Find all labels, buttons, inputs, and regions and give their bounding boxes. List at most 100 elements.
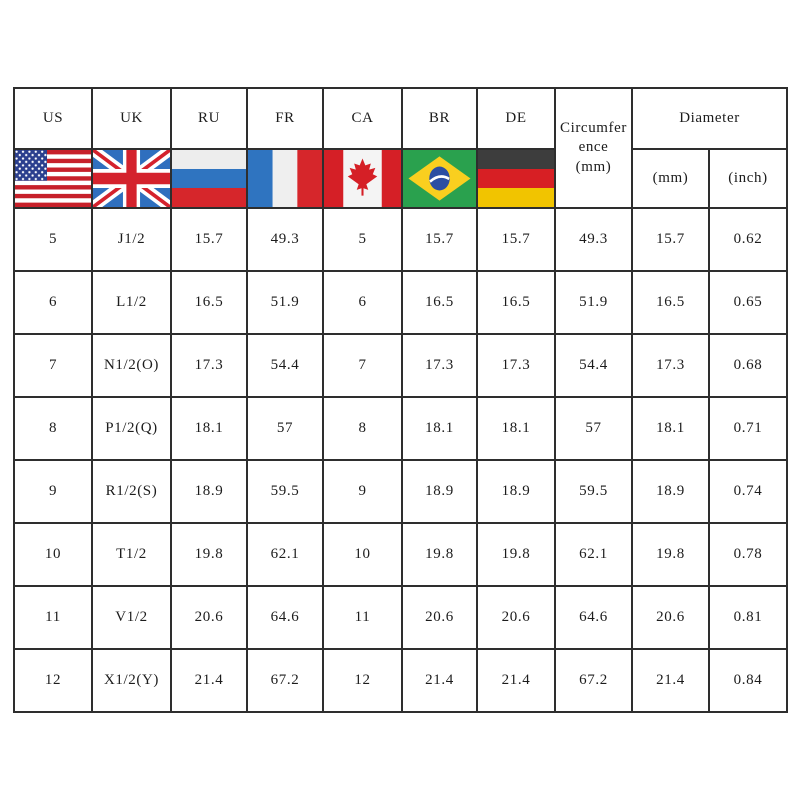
table-cell: 18.1 — [401, 396, 478, 461]
table-cell: 19.8 — [170, 522, 248, 587]
column-header-us: US — [13, 87, 93, 150]
uk-flag — [94, 151, 169, 206]
table-cell: 17.3 — [631, 333, 710, 398]
table-row-size-8: 8 P1/2(Q) 18.1 57 8 18.1 18.1 57 18.1 0.… — [13, 396, 789, 461]
table-cell: 21.4 — [476, 648, 556, 713]
table-cell: J1/2 — [91, 207, 172, 272]
circumference-header-line: (mm) — [575, 158, 612, 175]
table-cell: 59.5 — [554, 459, 633, 524]
table-cell: 15.7 — [476, 207, 556, 272]
table-cell: 17.3 — [401, 333, 478, 398]
table-cell: 67.2 — [554, 648, 633, 713]
table-cell: 7 — [13, 333, 93, 398]
flag-cell-ru — [170, 148, 248, 209]
table-cell: N1/2(O) — [91, 333, 172, 398]
flag-cell-ca — [322, 148, 403, 209]
table-cell: 18.9 — [170, 459, 248, 524]
table-cell: 7 — [322, 333, 403, 398]
table-cell: 11 — [322, 585, 403, 650]
table-cell: 0.71 — [707, 396, 789, 461]
column-header-br: BR — [401, 87, 478, 150]
column-header-circumference: Circumfer ence (mm) — [554, 87, 633, 209]
table-cell: 8 — [13, 396, 93, 461]
table-cell: 10 — [322, 522, 403, 587]
table-row-size-7: 7 N1/2(O) 17.3 54.4 7 17.3 17.3 54.4 17.… — [13, 333, 789, 398]
table-row-size-12: 12 X1/2(Y) 21.4 67.2 12 21.4 21.4 67.2 2… — [13, 648, 789, 713]
table-cell: 18.9 — [401, 459, 478, 524]
table-cell: R1/2(S) — [91, 459, 172, 524]
table-cell: 18.9 — [476, 459, 556, 524]
table-cell: V1/2 — [91, 585, 172, 650]
table-cell: 0.62 — [707, 207, 789, 272]
table-cell: 15.7 — [631, 207, 710, 272]
flag-cell-de — [476, 148, 556, 209]
flag-cell-fr — [246, 148, 324, 209]
table-cell: 51.9 — [246, 270, 324, 335]
table-cell: 49.3 — [554, 207, 633, 272]
br-flag — [404, 151, 475, 206]
table-cell: 0.65 — [707, 270, 789, 335]
column-header-diameter: Diameter — [630, 87, 789, 150]
table-cell: 6 — [322, 270, 403, 335]
fr-flag — [249, 151, 321, 206]
table-cell: 59.5 — [246, 459, 324, 524]
table-cell: 51.9 — [554, 270, 633, 335]
table-cell: 19.8 — [631, 522, 710, 587]
de-flag — [479, 151, 553, 206]
column-header-ca: CA — [322, 87, 403, 150]
table-cell: 21.4 — [170, 648, 248, 713]
table-row-size-6: 6 L1/2 16.5 51.9 6 16.5 16.5 51.9 16.5 0… — [13, 270, 789, 335]
table-cell: 20.6 — [401, 585, 478, 650]
flag-row: (mm) (inch) — [13, 148, 789, 209]
table-cell: 10 — [13, 522, 93, 587]
table-cell: 6 — [13, 270, 93, 335]
table-cell: 18.1 — [631, 396, 710, 461]
table-cell: 18.1 — [476, 396, 556, 461]
table-cell: 12 — [13, 648, 93, 713]
flag-cell-us — [13, 148, 93, 209]
table-cell: 15.7 — [401, 207, 478, 272]
header-row: US UK RU FR CA BR DE Circumfer ence (mm)… — [13, 87, 789, 209]
ring-size-table-container: US UK RU FR CA BR DE Circumfer ence (mm)… — [13, 87, 789, 713]
column-header-ru: RU — [170, 87, 248, 150]
table-cell: 20.6 — [631, 585, 710, 650]
circumference-header-line: ence — [578, 139, 609, 156]
column-header-de: DE — [476, 87, 556, 150]
table-cell: 20.6 — [476, 585, 556, 650]
table-cell: 20.6 — [170, 585, 248, 650]
table-cell: 62.1 — [246, 522, 324, 587]
table-cell: 0.84 — [707, 648, 789, 713]
table-row-size-9: 9 R1/2(S) 18.9 59.5 9 18.9 18.9 59.5 18.… — [13, 459, 789, 524]
table-cell: 0.78 — [707, 522, 789, 587]
column-header-diameter-mm: (mm) — [631, 148, 710, 209]
table-cell: 0.68 — [707, 333, 789, 398]
table-cell: 18.1 — [170, 396, 248, 461]
table-cell: 57 — [554, 396, 633, 461]
table-cell: 19.8 — [401, 522, 478, 587]
table-cell: 5 — [322, 207, 403, 272]
table-cell: 16.5 — [401, 270, 478, 335]
table-row-size-11: 11 V1/2 20.6 64.6 11 20.6 20.6 64.6 20.6… — [13, 585, 789, 650]
table-cell: 64.6 — [246, 585, 324, 650]
table-cell: 17.3 — [170, 333, 248, 398]
table-cell: 9 — [322, 459, 403, 524]
table-cell: 64.6 — [554, 585, 633, 650]
ru-flag — [173, 151, 245, 206]
table-cell: 54.4 — [246, 333, 324, 398]
table-cell: P1/2(Q) — [91, 396, 172, 461]
table-cell: 19.8 — [476, 522, 556, 587]
table-cell: 21.4 — [401, 648, 478, 713]
column-header-fr: FR — [246, 87, 324, 150]
column-header-uk: UK — [91, 87, 172, 150]
table-cell: 18.9 — [631, 459, 710, 524]
us-flag — [16, 151, 90, 206]
flag-cell-br — [401, 148, 478, 209]
table-cell: 62.1 — [554, 522, 633, 587]
table-cell: 16.5 — [476, 270, 556, 335]
table-row-size-5: 5 J1/2 15.7 49.3 5 15.7 15.7 49.3 15.7 0… — [13, 207, 789, 272]
table-cell: T1/2 — [91, 522, 172, 587]
table-cell: 9 — [13, 459, 93, 524]
table-cell: 54.4 — [554, 333, 633, 398]
column-header-diameter-inch: (inch) — [707, 148, 789, 209]
